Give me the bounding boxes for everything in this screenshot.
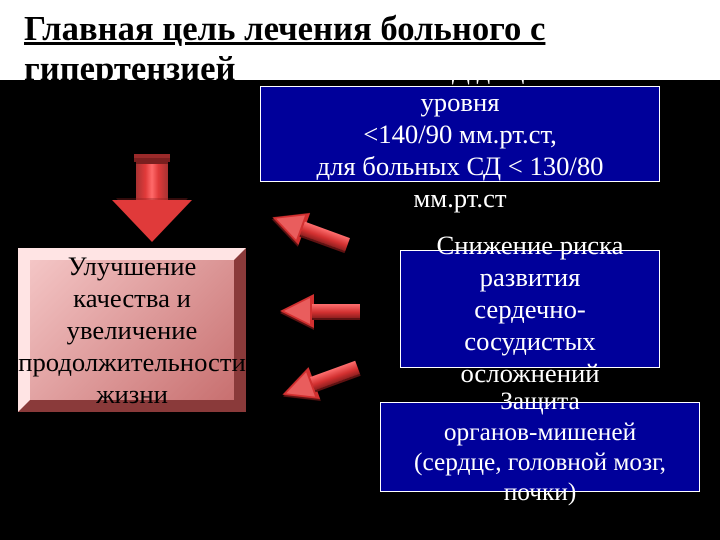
arrow-down-head	[112, 200, 192, 242]
box-top-line-2: <140/90 мм.рт.ст,	[271, 118, 649, 150]
box-quality-line-3: увеличение	[18, 314, 246, 346]
box-top-line-3: для больных СД < 130/80 мм.рт.ст	[271, 150, 649, 214]
box-quality-text: Улучшение качества и увеличение продолжи…	[18, 250, 246, 410]
box-risk-line-1: Снижение риска	[411, 229, 649, 261]
box-quality-of-life: Улучшение качества и увеличение продолжи…	[18, 248, 246, 412]
box-quality-bevel: Улучшение качества и увеличение продолжи…	[30, 260, 234, 400]
arrow-left-icon-3	[277, 351, 364, 410]
box-risk-line-3: сердечно-сосудистых	[411, 293, 649, 357]
box-top-text: Снижение АД до целевого уровня <140/90 м…	[271, 54, 649, 214]
arrow-left-3-body	[310, 361, 360, 391]
arrow-left-1-body	[300, 222, 350, 252]
box-organ-line-1: Защита	[391, 386, 689, 416]
content-area: Снижение АД до целевого уровня <140/90 м…	[0, 80, 720, 540]
box-risk-line-4: осложнений	[411, 357, 649, 389]
box-organ-line-3: (сердце, головной мозг, почки)	[391, 447, 689, 508]
arrow-down-shaft	[136, 162, 168, 202]
box-organ-line-2: органов-мишеней	[391, 417, 689, 447]
arrow-left-2-body	[312, 304, 360, 318]
box-organ-text: Защита органов-мишеней (сердце, головной…	[391, 386, 689, 508]
arrow-left-2-shine	[284, 298, 310, 324]
box-quality-line-1: Улучшение	[18, 250, 246, 282]
box-risk-line-2: развития	[411, 261, 649, 293]
box-risk-text: Снижение риска развития сердечно-сосудис…	[411, 229, 649, 389]
box-top-target-bp: Снижение АД до целевого уровня <140/90 м…	[260, 86, 660, 182]
box-top-line-1: Снижение АД до целевого уровня	[271, 54, 649, 118]
box-quality-line-2: качества и	[18, 282, 246, 314]
box-quality-line-5: жизни	[18, 378, 246, 410]
box-organ-protection: Защита органов-мишеней (сердце, головной…	[380, 402, 700, 492]
box-quality-line-4: продолжительности	[18, 346, 246, 378]
arrow-left-icon-2	[280, 294, 360, 328]
box-risk-reduction: Снижение риска развития сердечно-сосудис…	[400, 250, 660, 368]
arrow-down-icon	[112, 162, 192, 242]
slide-root: Главная цель лечения больного с гипертен…	[0, 0, 720, 540]
